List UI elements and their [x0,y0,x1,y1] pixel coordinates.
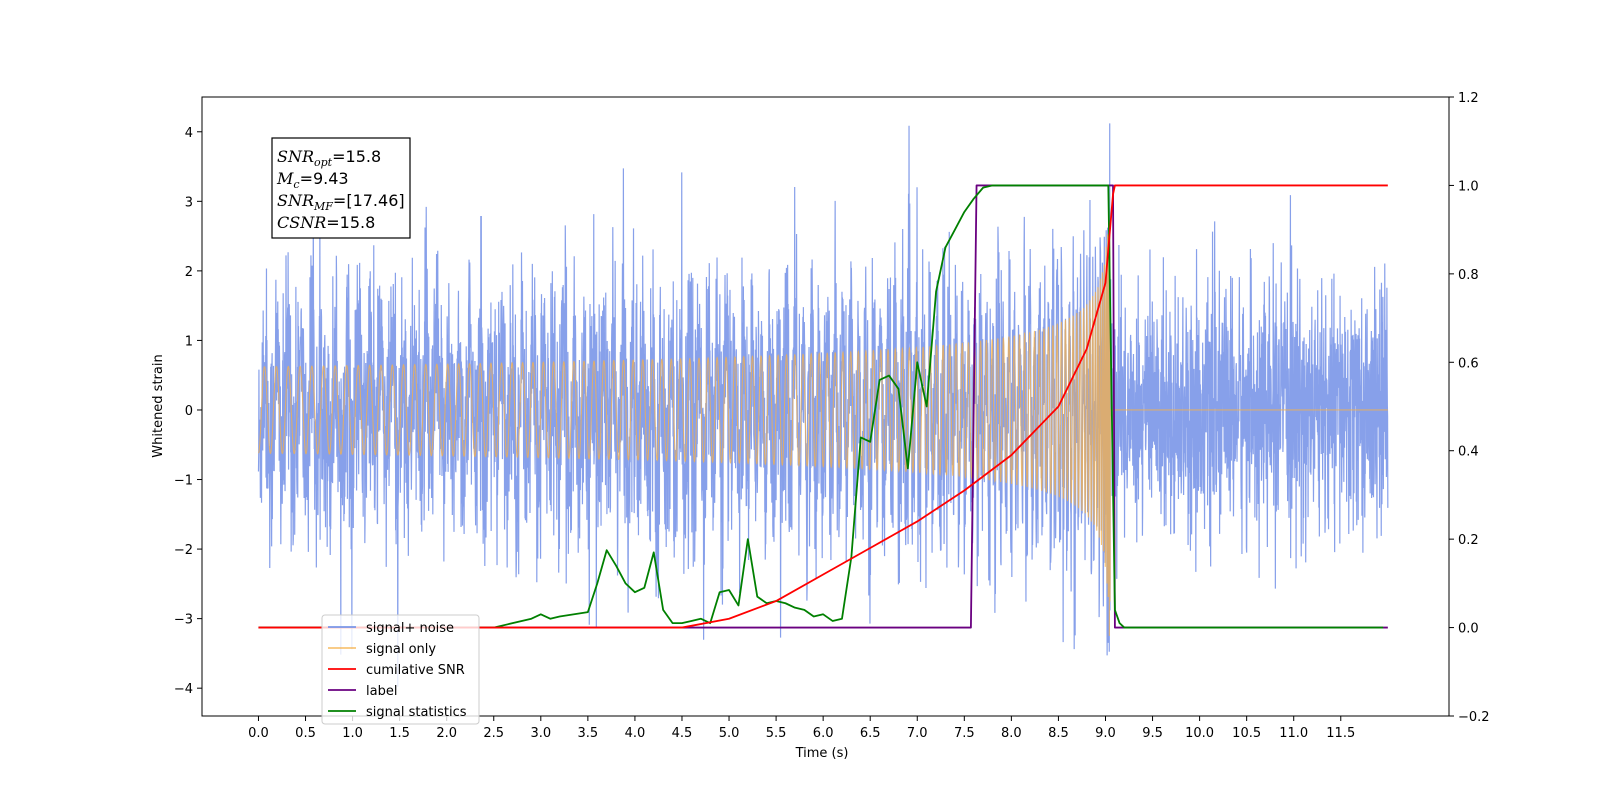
series-signal-statistics-line [258,184,1384,629]
y-left-tick-label: −3 [174,613,193,628]
x-tick-label: 6.0 [813,726,834,741]
x-tick-label: 4.0 [625,726,646,741]
x-tick-label: 1.0 [342,726,363,741]
series-cumulative-snr-line [258,184,1388,629]
y-left-tick-label: 2 [185,265,193,280]
y-right-tick-label: 0.4 [1458,445,1479,460]
x-tick-label: 9.0 [1095,726,1116,741]
y-right-tick-label: 0.6 [1458,356,1479,371]
x-tick-label: 4.5 [672,726,693,741]
x-tick-label: 3.0 [530,726,551,741]
axes-frame [201,96,1450,717]
legend-label: signal only [366,642,436,657]
x-tick-label: 9.5 [1142,726,1163,741]
legend-frame [321,614,480,725]
x-tick-label: 3.5 [578,726,599,741]
y-left-tick-label: 0 [185,404,193,419]
y-right-tick-label: 0.0 [1458,622,1479,637]
y-left-tick-label: 4 [185,126,193,141]
y-ticks-left: −4 −3 −2 −1 0 1 2 3 4 [174,126,202,697]
x-tick-label: 2.0 [436,726,457,741]
legend-label: cumilative SNR [366,663,465,678]
legend: signal+ noise signal only cumilative SNR la… [321,614,480,725]
x-axis-label: Time (s) [795,746,849,761]
x-tick-label: 8.0 [1001,726,1022,741]
legend-label: signal statistics [366,705,467,720]
annotation-frame [271,137,411,239]
x-tick-label: 10.5 [1232,726,1261,741]
x-tick-label: 10.0 [1185,726,1214,741]
series-signal-noise-line [257,123,1389,687]
x-tick-label: 7.0 [907,726,928,741]
y-ticks-right: −0.2 0.0 0.2 0.4 0.6 0.8 1.0 1.2 [1449,91,1490,725]
x-tick-label: 5.0 [719,726,740,741]
annotation-line: SNRopt=15.8 [277,147,381,169]
x-tick-label: 11.0 [1279,726,1308,741]
y-axis-label: Whitened strain [151,354,166,457]
y-right-tick-label: 1.2 [1458,91,1479,106]
annotation-line: Mc=9.43 [276,169,349,191]
x-tick-label: 11.5 [1326,726,1355,741]
y-right-tick-label: 0.2 [1458,533,1479,548]
x-tick-label: 5.5 [766,726,787,741]
x-tick-label: 7.5 [954,726,975,741]
x-tick-label: 2.5 [483,726,504,741]
plot-data-layer [257,123,1389,687]
y-left-tick-label: −4 [174,682,193,697]
legend-label: label [366,684,397,699]
y-right-tick-label: −0.2 [1458,710,1490,725]
y-left-tick-label: −1 [174,474,193,489]
annotation-line: CSNR=15.8 [277,213,375,232]
y-left-tick-label: 1 [185,334,193,349]
y-right-tick-label: 0.8 [1458,268,1479,283]
annotation-line: SNRMF=[17.46] [277,191,405,213]
y-right-tick-label: 1.0 [1458,179,1479,194]
legend-label: signal+ noise [366,621,454,636]
x-ticks: 0.0 0.5 1.0 1.5 2.0 2.5 3.0 3.5 4.0 4.5 5.0 5.5 6.0 6… [248,716,1355,741]
series-signal-only-line [258,193,1388,636]
y-left-tick-label: −2 [174,543,193,558]
x-tick-label: 6.5 [860,726,881,741]
y-left-tick-label: 3 [185,195,193,210]
x-tick-label: 0.0 [248,726,269,741]
x-tick-label: 8.5 [1048,726,1069,741]
x-tick-label: 0.5 [295,726,316,741]
x-tick-label: 1.5 [389,726,410,741]
